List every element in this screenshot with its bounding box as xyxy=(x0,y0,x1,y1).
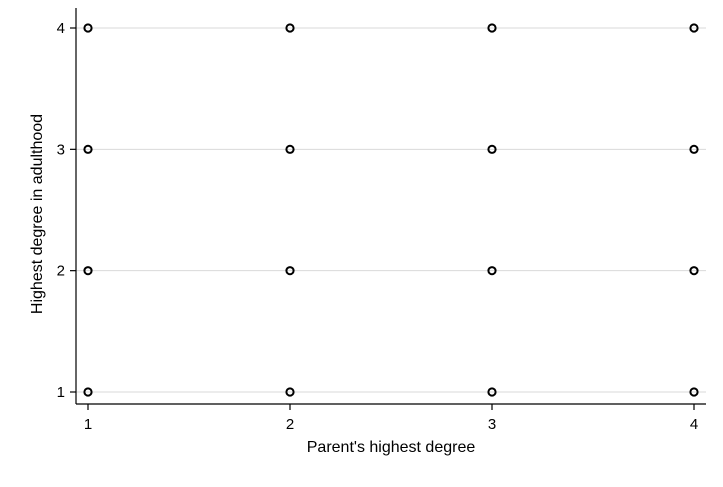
axes xyxy=(75,8,706,405)
data-point-2-1 xyxy=(285,387,295,397)
x-tick-label-2: 2 xyxy=(286,416,294,433)
data-point-2-3 xyxy=(285,144,295,154)
data-point-1-2 xyxy=(83,266,93,276)
data-point-2-4 xyxy=(285,23,295,33)
data-point-1-4 xyxy=(83,23,93,33)
y-tick-label-2: 2 xyxy=(57,263,65,280)
data-point-3-3 xyxy=(487,144,497,154)
data-point-4-3 xyxy=(689,144,699,154)
y-tick-label-4: 4 xyxy=(57,20,65,37)
data-point-3-4 xyxy=(487,23,497,33)
data-point-4-1 xyxy=(689,387,699,397)
data-point-1-3 xyxy=(83,144,93,154)
data-point-2-2 xyxy=(285,266,295,276)
gridlines xyxy=(76,27,706,393)
x-tick-label-1: 1 xyxy=(84,416,92,433)
data-point-3-1 xyxy=(487,387,497,397)
data-point-3-2 xyxy=(487,266,497,276)
y-tick-label-1: 1 xyxy=(57,384,65,401)
x-tick-label-4: 4 xyxy=(690,416,698,433)
x-axis-title: Parent's highest degree xyxy=(307,439,476,456)
data-point-1-1 xyxy=(83,387,93,397)
y-ticks: 1 2 3 4 xyxy=(57,20,76,401)
x-tick-label-3: 3 xyxy=(488,416,496,433)
data-points xyxy=(83,23,699,397)
x-ticks: 1 2 3 4 xyxy=(84,404,698,433)
data-point-4-2 xyxy=(689,266,699,276)
y-tick-label-3: 3 xyxy=(57,141,65,158)
data-point-4-4 xyxy=(689,23,699,33)
y-axis-title: Highest degree in adulthood xyxy=(29,114,46,314)
